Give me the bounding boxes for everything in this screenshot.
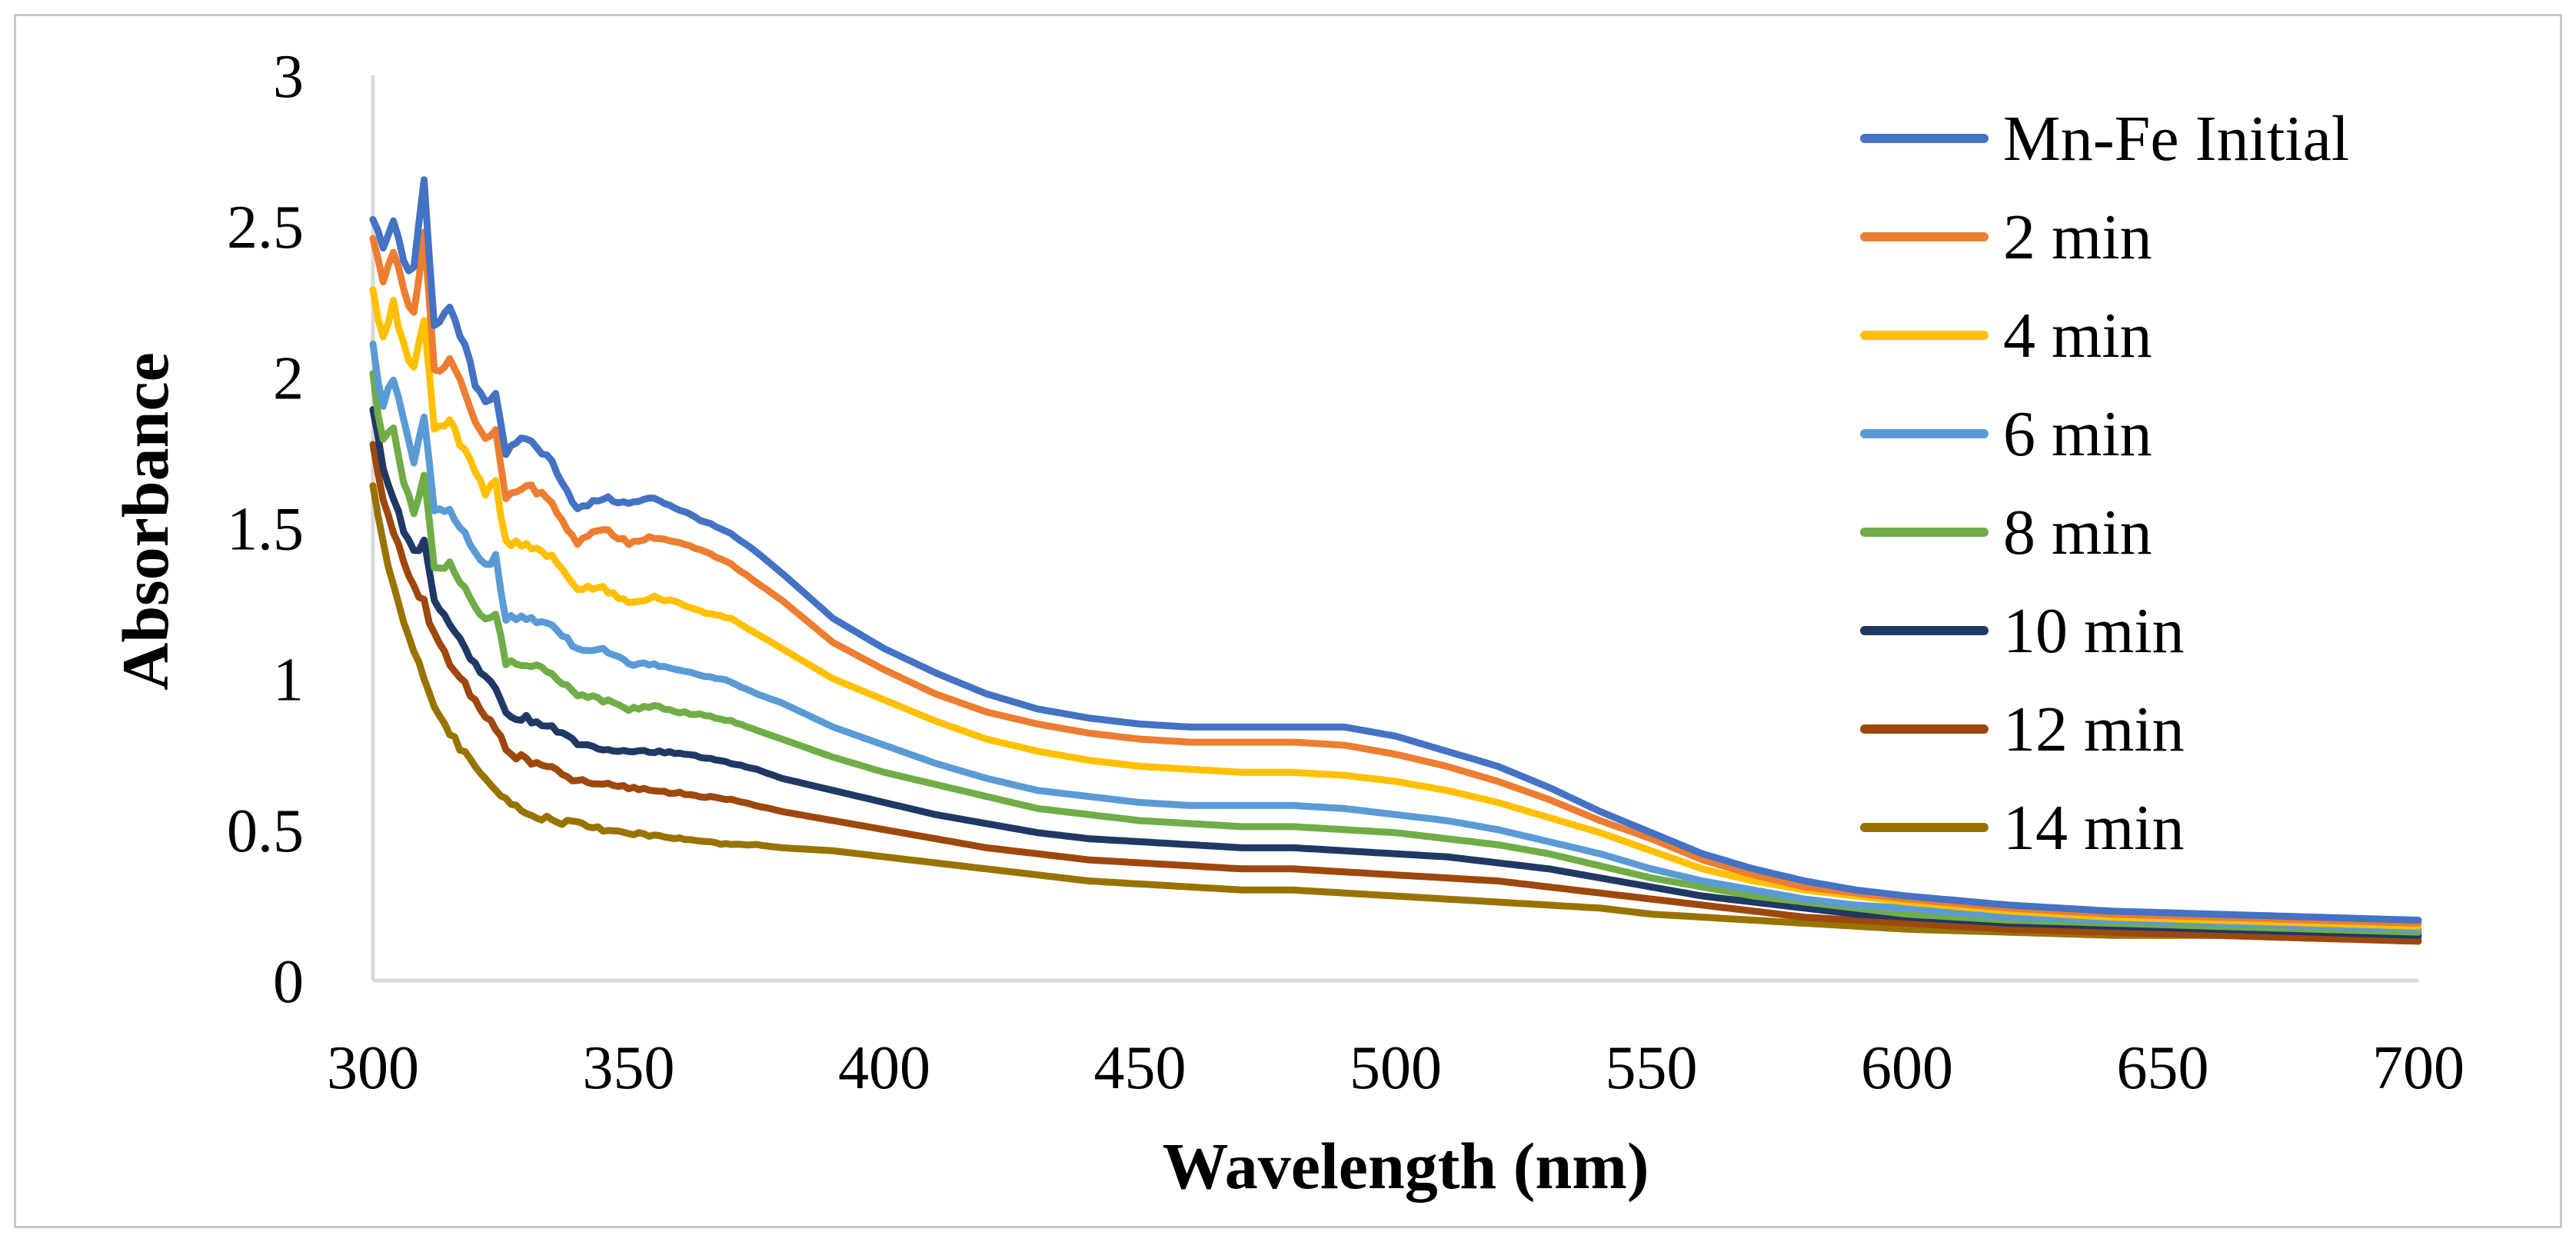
legend-label-mn-fe-initial: Mn-Fe Initial xyxy=(2003,103,2349,175)
legend: Mn-Fe Initial 2 min 4 min 6 min 8 min 10 min 1… xyxy=(1860,103,2349,864)
legend-label-4-min: 4 min xyxy=(2003,300,2152,371)
x-tick-label: 600 xyxy=(1861,1034,1953,1102)
y-tick-label: 1 xyxy=(273,647,304,714)
y-tick-label: 3 xyxy=(273,43,304,111)
legend-label-10-min: 10 min xyxy=(2003,595,2185,667)
x-tick-label: 500 xyxy=(1350,1034,1442,1102)
x-tick-label: 400 xyxy=(838,1034,930,1102)
series-line-mn-fe-initial xyxy=(369,176,2422,924)
y-tick-label: 0 xyxy=(273,948,304,1016)
series-lines xyxy=(369,176,2422,945)
series-line-12-min xyxy=(369,441,2422,945)
legend-label-12-min: 12 min xyxy=(2003,694,2185,765)
x-tick-label: 700 xyxy=(2372,1034,2465,1102)
y-axis-title: Absorbance xyxy=(108,352,182,691)
x-tick-label: 650 xyxy=(2117,1034,2209,1102)
y-tick-label: 2.5 xyxy=(227,194,304,261)
y-tick-label: 1.5 xyxy=(227,496,304,564)
tick-labels: 300 350 400 450 500 550 600 650 700 0 0.5 1 1.5 2 2.5 3 xyxy=(227,43,2465,1102)
x-tick-label: 550 xyxy=(1606,1034,1698,1102)
y-tick-label: 2 xyxy=(273,345,304,412)
x-tick-label: 450 xyxy=(1094,1034,1186,1102)
legend-label-14-min: 14 min xyxy=(2003,792,2185,864)
x-axis-title: Wavelength (nm) xyxy=(1162,1129,1649,1203)
x-tick-label: 300 xyxy=(327,1034,419,1102)
y-tick-label: 0.5 xyxy=(227,797,304,865)
legend-label-2-min: 2 min xyxy=(2003,201,2152,273)
legend-label-6-min: 6 min xyxy=(2003,398,2152,470)
series-line-6-min xyxy=(369,340,2422,933)
x-tick-label: 350 xyxy=(583,1034,675,1102)
chart-frame xyxy=(14,14,2562,1228)
legend-label-8-min: 8 min xyxy=(2003,497,2152,568)
